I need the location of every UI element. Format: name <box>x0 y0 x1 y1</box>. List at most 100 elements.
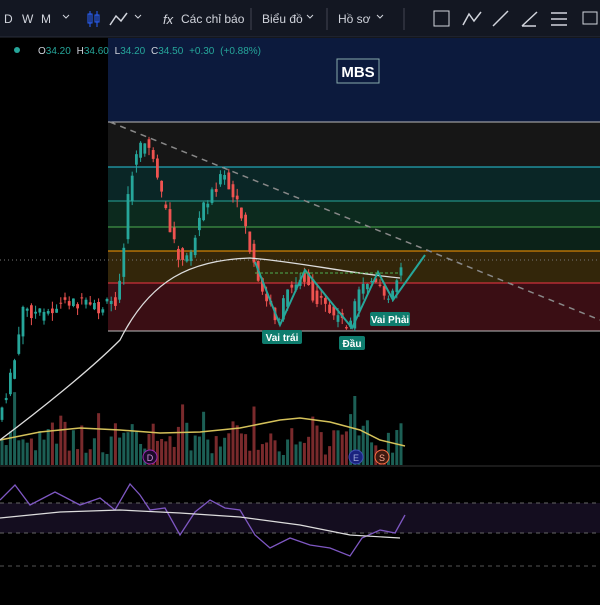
candle-body <box>135 154 138 165</box>
volume-bar <box>185 422 189 465</box>
volume-bar <box>67 450 71 465</box>
volume-bar <box>113 423 117 465</box>
candle-body <box>59 302 63 304</box>
volume-bar <box>0 439 4 465</box>
rsi-band <box>0 503 600 533</box>
volume-bar <box>59 415 63 465</box>
candle-body <box>63 297 67 300</box>
volume-bar <box>193 435 197 465</box>
volume-bar <box>248 450 252 465</box>
volume-bar <box>76 449 80 465</box>
path-tool[interactable] <box>462 11 482 26</box>
volume-bar <box>239 433 243 465</box>
candle-body <box>25 308 29 311</box>
candle-body <box>130 175 134 202</box>
volume-bar <box>361 425 365 465</box>
rsi-ma <box>0 509 401 539</box>
legend-value: 34.60 <box>84 46 109 57</box>
comment-tool[interactable] <box>582 11 598 25</box>
event-label: E <box>353 453 359 463</box>
indicators-button[interactable]: Các chỉ báo <box>181 12 245 26</box>
event-marker <box>142 449 158 465</box>
candle-body <box>88 302 92 305</box>
volume-bar <box>336 430 340 465</box>
interval-button[interactable]: W <box>22 12 34 26</box>
volume-bar <box>218 446 222 465</box>
angle-tool[interactable] <box>521 11 538 27</box>
volume-bar <box>206 439 210 465</box>
volume-bar <box>328 446 332 465</box>
symbol: MBS <box>341 64 374 81</box>
volume-bar <box>176 426 180 465</box>
candle-body <box>378 284 382 287</box>
volume-bar <box>139 443 143 465</box>
candle-body <box>286 289 289 307</box>
candle-body <box>114 297 117 306</box>
candle-body <box>336 315 340 322</box>
volume-bar <box>223 437 227 465</box>
interval-button[interactable]: M <box>41 12 51 26</box>
candle-body <box>303 272 306 282</box>
candle-body <box>265 293 268 302</box>
line-type-button[interactable] <box>109 12 128 26</box>
volume-bar <box>307 436 311 465</box>
candle-body <box>4 397 8 401</box>
event-marker <box>374 449 390 465</box>
candle-body <box>55 308 58 313</box>
candle-body <box>366 283 369 290</box>
trendline-tool[interactable] <box>492 10 509 27</box>
event-marker <box>348 449 364 465</box>
candle-type-button[interactable] <box>87 11 100 27</box>
volume-ma <box>0 417 406 447</box>
candle-body <box>290 284 294 288</box>
candle-body <box>21 306 25 337</box>
dropdown-icon[interactable] <box>306 14 314 19</box>
candle-body <box>198 217 201 231</box>
rect-tool[interactable] <box>433 10 450 27</box>
rsi-line <box>0 482 406 557</box>
volume-bar <box>38 431 42 465</box>
profile-menu[interactable]: Hồ sơ <box>338 12 371 26</box>
candle-body <box>277 319 281 321</box>
candle-body <box>109 300 113 305</box>
legend-label: C <box>151 46 158 57</box>
candle-body <box>9 372 12 395</box>
volume-bar <box>202 411 206 465</box>
chart-menu[interactable]: Biểu đồ <box>262 12 303 26</box>
dropdown-icon[interactable] <box>376 14 384 19</box>
candle-body <box>387 298 390 300</box>
volume-bar <box>315 425 319 465</box>
candle-body <box>38 308 42 313</box>
candle-body <box>214 189 218 192</box>
candle-body <box>122 247 126 277</box>
candle-body <box>324 298 327 304</box>
volume-bar <box>21 439 25 465</box>
candle-body <box>235 195 239 200</box>
legend-label: O <box>38 46 46 57</box>
interval-button[interactable]: D <box>4 12 13 26</box>
fib-tool[interactable] <box>551 12 567 26</box>
fx-icon[interactable]: fx <box>163 12 174 27</box>
volume-bar <box>286 439 290 465</box>
candle-body <box>244 214 247 227</box>
trend-line <box>109 121 600 321</box>
candle-body <box>315 290 319 304</box>
dropdown-icon[interactable] <box>134 14 142 19</box>
label-box <box>370 312 410 326</box>
candle-body <box>93 303 96 310</box>
candle-body <box>231 184 235 198</box>
volume-bar <box>252 406 256 465</box>
candle-body <box>361 283 365 294</box>
volume-bar <box>365 420 369 465</box>
candle-body <box>156 158 159 178</box>
volume-bar <box>71 430 75 465</box>
candle-body <box>240 207 243 219</box>
volume-bar <box>231 421 235 465</box>
legend-label: L <box>115 46 121 57</box>
dropdown-icon[interactable] <box>62 14 70 19</box>
candle-body <box>76 304 79 309</box>
volume-bar <box>34 450 38 465</box>
pattern-label: Đầu <box>343 338 362 350</box>
candle-body <box>147 139 151 148</box>
